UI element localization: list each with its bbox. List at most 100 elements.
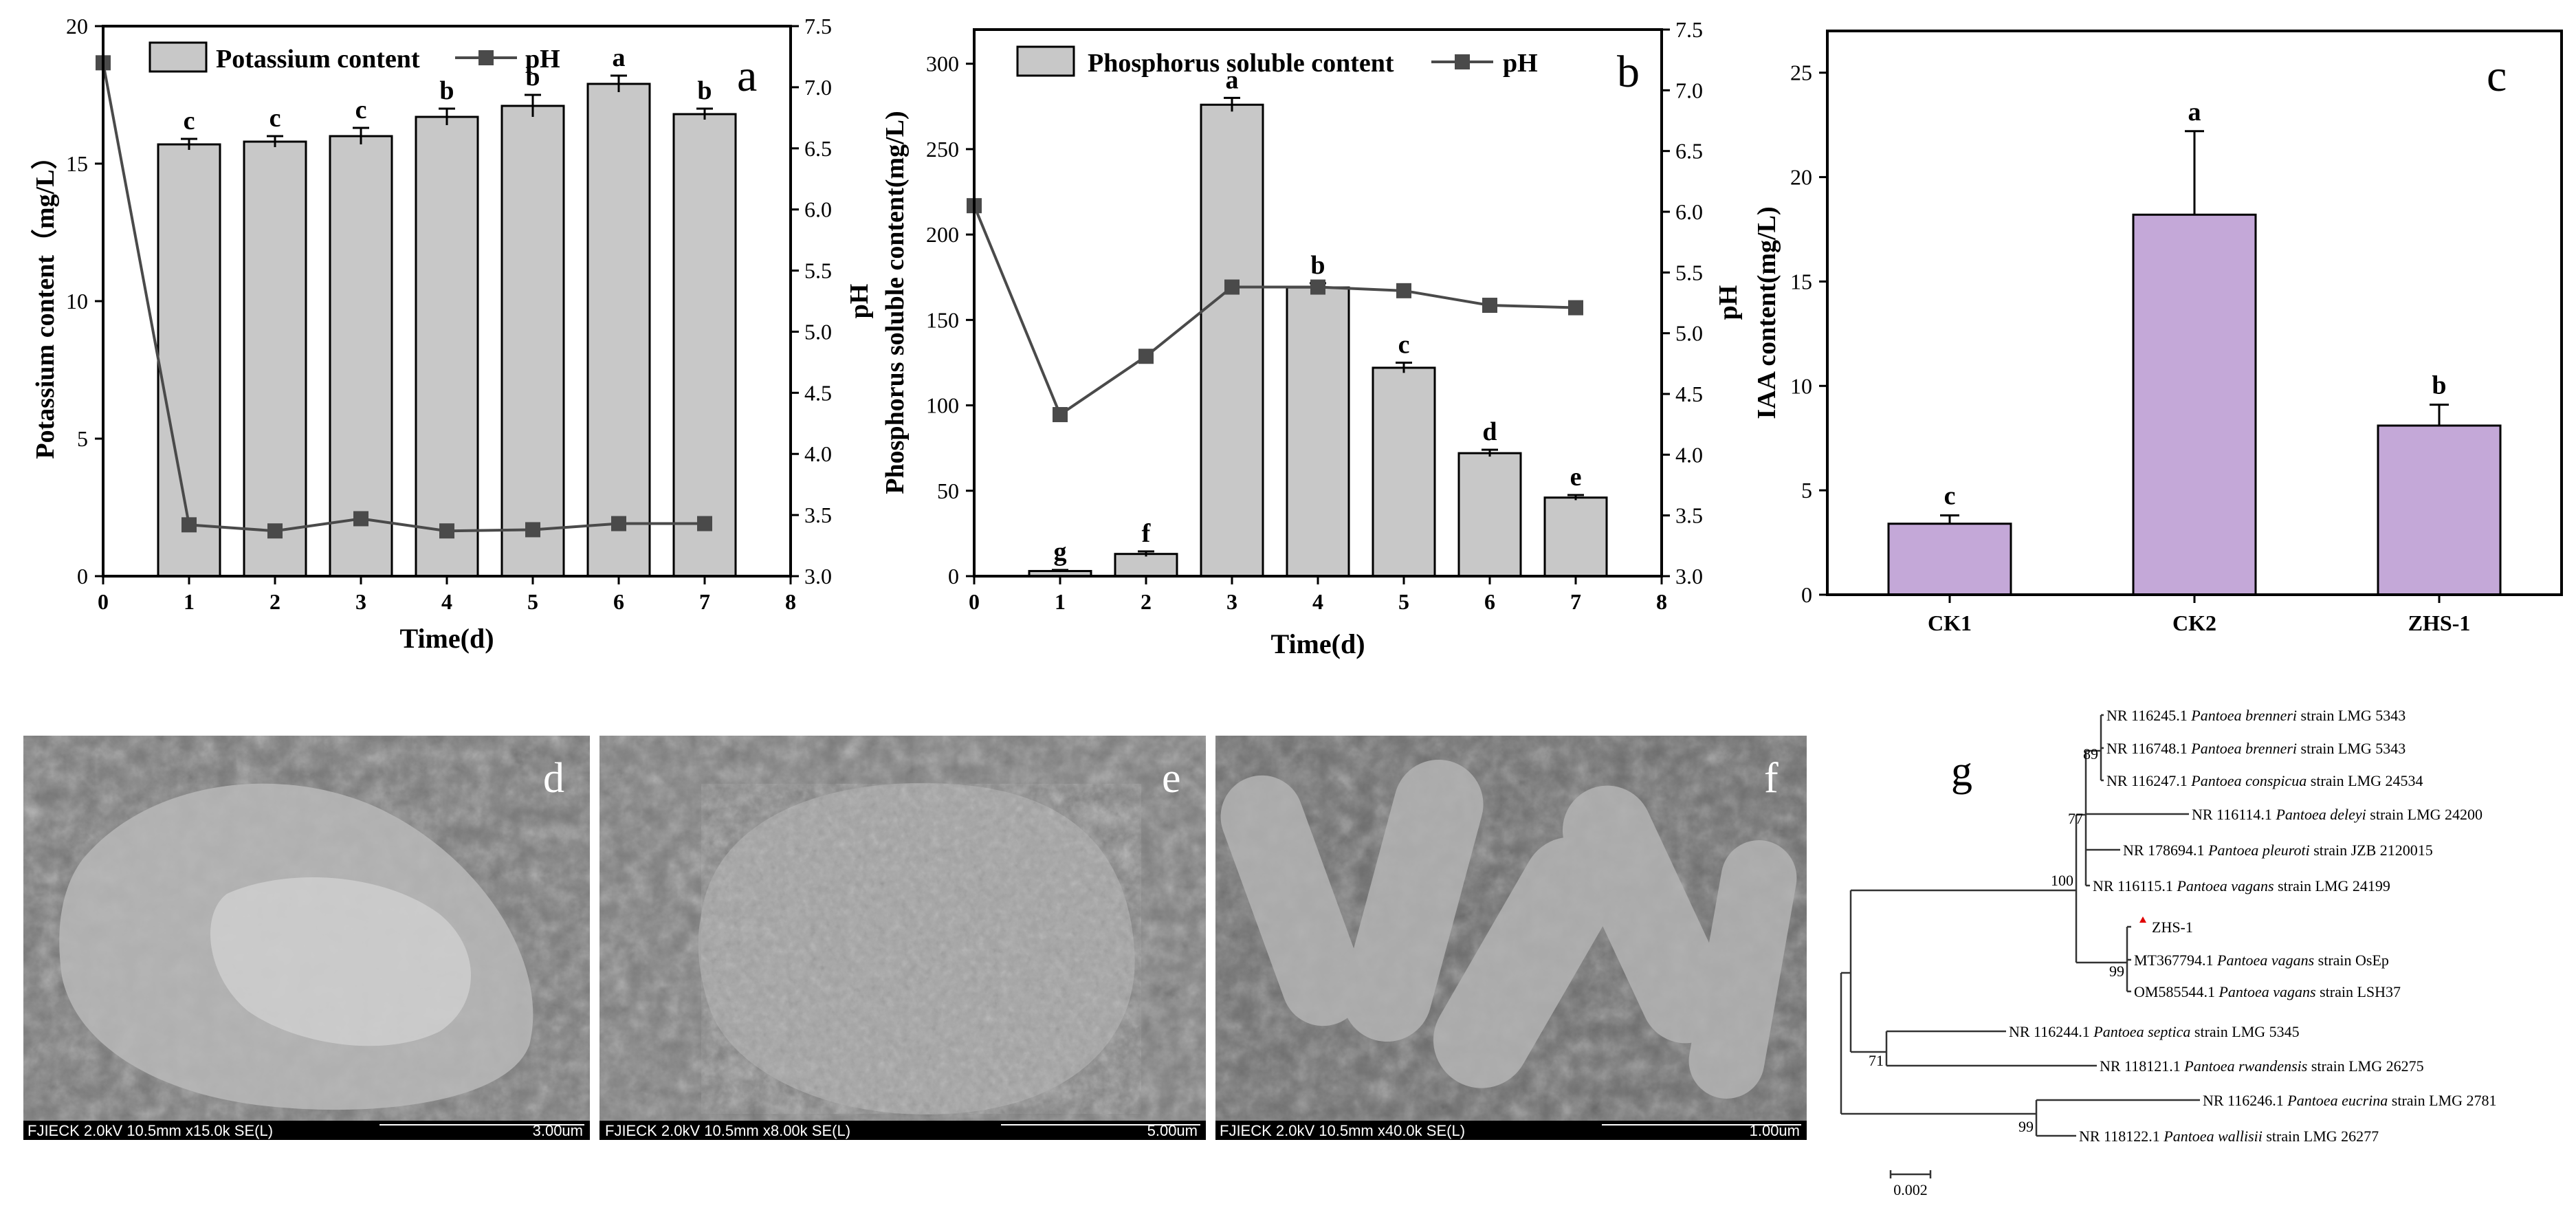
x-tick-label: 5	[527, 589, 538, 614]
y-tick-label: 15	[1790, 269, 1812, 294]
sem-e-scale: 5.00um	[1147, 1122, 1198, 1139]
y2-tick-label: 3.0	[804, 564, 832, 589]
legend-line-label: pH	[525, 45, 560, 74]
taxon-accession: NR 116114.1	[2192, 806, 2276, 823]
y-tick-label: 15	[66, 151, 88, 176]
y2-tick-label: 4.0	[804, 441, 832, 466]
y2-tick-label: 6.0	[804, 197, 832, 222]
y2-tick-label: 7.0	[1675, 78, 1703, 102]
panel-a-xlabel: Time(d)	[399, 623, 494, 654]
y2-tick-label: 5.0	[804, 319, 832, 344]
significance-letter: b	[697, 76, 712, 105]
y-tick-label: 0	[77, 564, 88, 589]
y2-tick-label: 4.5	[1675, 382, 1703, 406]
y-tick-label: 10	[1790, 373, 1812, 398]
bar-day-5	[500, 105, 565, 578]
taxon-species: Pantoea deleyi	[2275, 806, 2370, 823]
sem-f-rod	[1220, 775, 1365, 1026]
sem-d-particle-highlight	[210, 877, 471, 1046]
taxon-strain: strain LMG 5343	[2301, 740, 2406, 757]
bar-ck2	[2132, 213, 2257, 596]
panel-label-d: d	[543, 755, 564, 802]
taxon-strain: strain LMG 24200	[2370, 806, 2483, 823]
panel-c-x-ticks: CK1 CK2 ZHS-1	[1928, 595, 2470, 635]
taxon-accession: NR 116246.1	[2203, 1092, 2287, 1109]
taxon-species: Pantoea rwandensis	[2183, 1057, 2311, 1075]
significance-letter: a	[1226, 65, 1239, 94]
tree-taxon-label: NR 116114.1 Pantoea deleyi strain LMG 24…	[2192, 806, 2483, 823]
bootstrap-99-zhs: 99	[2109, 963, 2124, 980]
bootstrap-71: 71	[1869, 1052, 1884, 1069]
taxon-strain: strain JZB 2120015	[2313, 842, 2433, 859]
bootstrap-100: 100	[2051, 872, 2073, 889]
x-tick-label: 2	[1141, 589, 1152, 614]
panel-b-ph-line	[967, 198, 1583, 423]
taxon-strain: ZHS-1	[2152, 919, 2193, 936]
sem-d-scale: 3.00um	[533, 1122, 583, 1139]
y2-tick-label: 4.0	[1675, 442, 1703, 467]
x-tick-label: 6	[1484, 589, 1495, 614]
y2-tick-label: 7.5	[804, 14, 832, 39]
query-marker-icon	[2139, 916, 2146, 923]
taxon-species: Pantoea pleuroti	[2208, 842, 2313, 859]
bar-day-1	[157, 143, 221, 578]
y2-tick-label: 4.5	[804, 380, 832, 405]
x-tick-label: 4	[1312, 589, 1323, 614]
ph-marker	[525, 522, 540, 538]
panel-a-legend: Potassium content pH	[148, 41, 560, 74]
significance-letter: c	[355, 96, 367, 124]
significance-letter: c	[1944, 482, 1956, 511]
x-tick-label: CK1	[1928, 611, 1972, 635]
y-tick-label: 5	[1801, 478, 1812, 503]
sem-image-e: FJIECK 2.0kV 10.5mm x8.00k SE(L) 5.00um …	[599, 736, 1206, 1140]
panel-a-ph-line	[96, 55, 712, 539]
panel-label-b: b	[1617, 47, 1640, 97]
ph-marker	[1396, 283, 1411, 298]
panel-b-chart: g f a b c d e 0 1 2 3 4 5 6 7 8 0 50 100 150 200 250 300 3.0…	[881, 17, 1743, 659]
y-tick-label: 250	[926, 137, 959, 162]
legend-bar-swatch	[148, 41, 208, 73]
bar-day-2	[1114, 553, 1178, 578]
legend-line-marker	[1455, 54, 1470, 69]
significance-letter: c	[269, 104, 281, 133]
taxon-accession: NR 116244.1	[2009, 1023, 2093, 1040]
bar-day-7	[1543, 496, 1608, 578]
panel-b-y-ticks: 0 50 100 150 200 250 300	[926, 52, 974, 589]
taxon-species: Pantoea vagans	[2218, 983, 2320, 1000]
ph-marker	[439, 523, 454, 539]
panel-label-f: f	[1764, 755, 1779, 802]
y2-tick-label: 7.5	[1675, 17, 1703, 42]
ph-marker	[611, 516, 626, 531]
x-tick-label: 4	[441, 589, 452, 614]
tree-taxon-label: NR 178694.1 Pantoea pleuroti strain JZB …	[2123, 842, 2433, 859]
bar-day-6	[1457, 452, 1522, 578]
panel-a-bars: c c c b b a b	[157, 43, 737, 578]
significance-letter: a	[2188, 98, 2201, 127]
y2-tick-label: 7.0	[804, 75, 832, 100]
bootstrap-89: 89	[2083, 745, 2098, 762]
y-tick-label: 0	[1801, 582, 1812, 607]
taxon-strain: strain LMG 5343	[2301, 707, 2406, 724]
y2-tick-label: 6.5	[804, 136, 832, 161]
x-tick-label: 1	[1055, 589, 1066, 614]
ph-marker	[697, 516, 712, 531]
sem-d-info: FJIECK 2.0kV 10.5mm x15.0k SE(L)	[27, 1122, 273, 1139]
y-tick-label: 100	[926, 393, 959, 418]
taxon-strain: strain LMG 5345	[2194, 1023, 2300, 1040]
y-tick-label: 5	[77, 426, 88, 451]
sem-f-rod	[1433, 837, 1619, 1088]
panel-b-x-ticks: 0 1 2 3 4 5 6 7 8	[969, 576, 1667, 614]
tree-taxon-label: NR 118122.1 Pantoea wallisii strain LMG …	[2079, 1128, 2379, 1145]
x-tick-label: 7	[1570, 589, 1581, 614]
x-tick-label: 8	[1656, 589, 1667, 614]
sem-f-scale: 1.00um	[1750, 1122, 1800, 1139]
bar-day-3	[329, 135, 393, 578]
taxon-species: Pantoea vagans	[2176, 877, 2278, 894]
x-tick-label: 8	[785, 589, 796, 614]
x-tick-label: 7	[699, 589, 710, 614]
tree-taxon-label: NR 116115.1 Pantoea vagans strain LMG 24…	[2093, 877, 2390, 894]
bar-day-6	[586, 83, 651, 578]
sem-e-info-bar	[599, 1121, 1206, 1140]
